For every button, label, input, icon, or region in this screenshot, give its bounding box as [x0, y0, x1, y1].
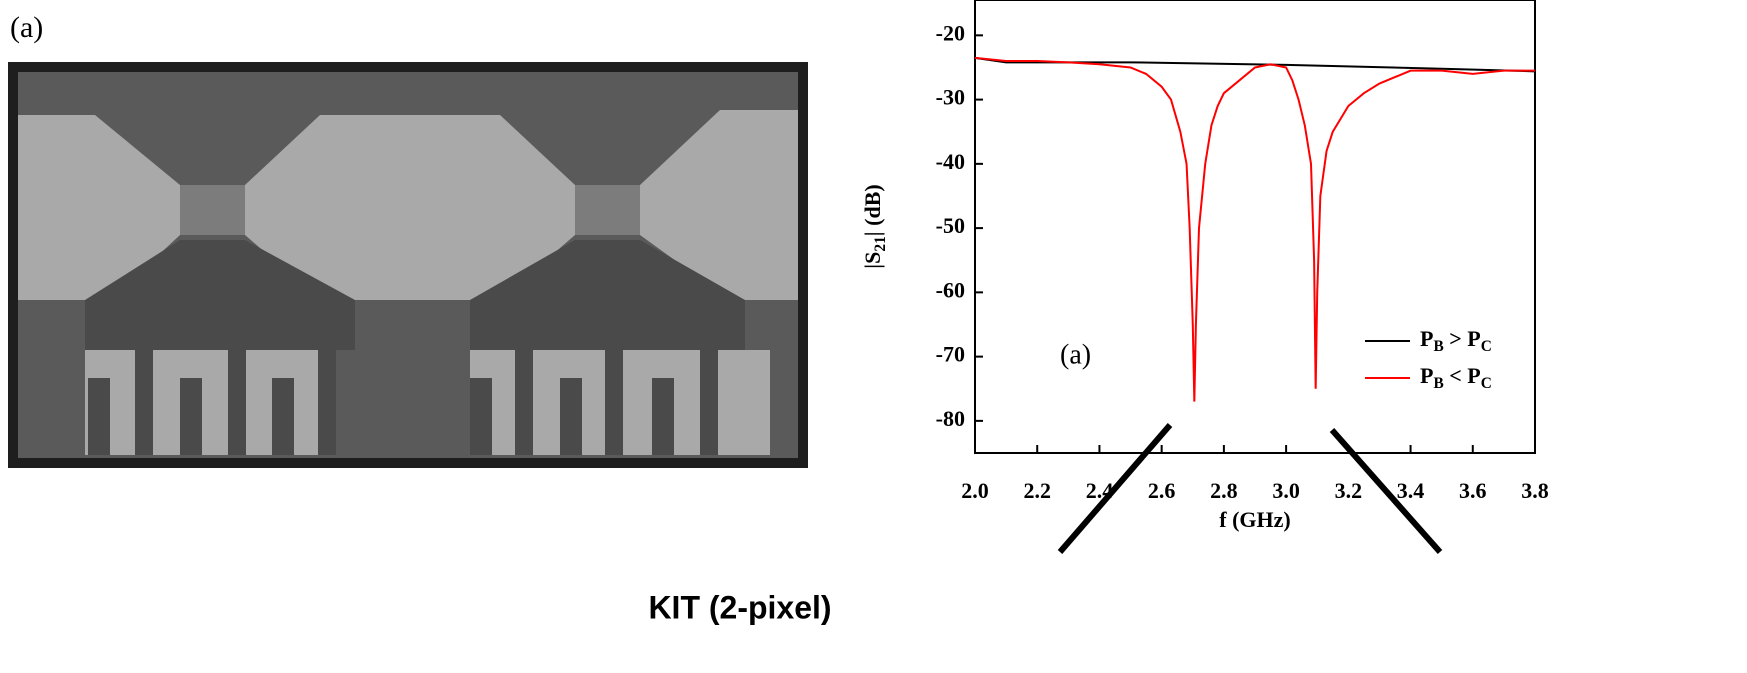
y-tick-label: -50 [936, 213, 965, 238]
annotation: (a) [1060, 339, 1091, 370]
x-tick-label: 3.2 [1335, 478, 1363, 503]
x-tick-label: 3.0 [1272, 478, 1300, 503]
y-tick-label: -60 [936, 277, 965, 302]
data-line [975, 58, 1535, 71]
figure: (a) (a) f (GHz) KIT (2-pixel) 2.0 2.2 2.4 2… [0, 0, 1747, 673]
x-tick-label: 2.4 [1086, 478, 1114, 503]
x-tick-label: 3.6 [1459, 478, 1487, 503]
y-tick-label: -20 [936, 20, 965, 45]
legend-label: PB > PC [1420, 326, 1492, 354]
x-tick-label: 3.4 [1397, 478, 1425, 503]
y-tick-label: -80 [936, 406, 965, 431]
legend-label: PB < PC [1420, 363, 1492, 391]
y-tick-label: -30 [936, 85, 965, 110]
micrograph [8, 62, 808, 468]
y-tick-label: -70 [936, 342, 965, 367]
y-axis-label: |S21| (dB) [860, 184, 888, 268]
x-tick-label: 3.8 [1521, 478, 1549, 503]
x-tick-label: 2.2 [1023, 478, 1051, 503]
x-axis-label: f (GHz) [1219, 507, 1290, 532]
y-tick-label: -40 [936, 149, 965, 174]
x-tick-label: 2.8 [1210, 478, 1238, 503]
caption: KIT (2-pixel) [648, 589, 831, 625]
panel-label: (a) [10, 11, 43, 44]
x-tick-label: 2.6 [1148, 478, 1176, 503]
x-tick-label: 2.0 [961, 478, 989, 503]
